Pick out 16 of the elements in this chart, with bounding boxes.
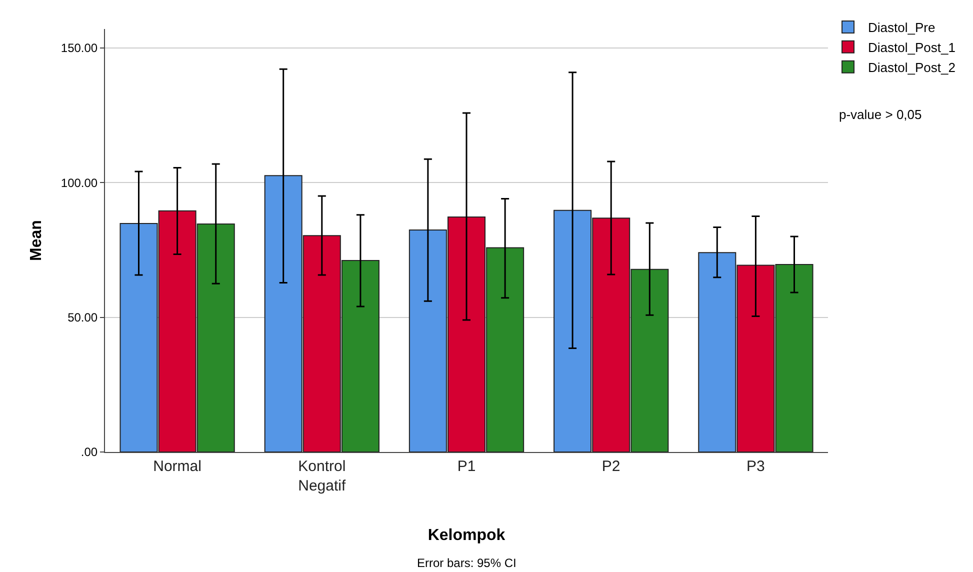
x-tick-label: P1 (457, 458, 476, 475)
y-tick-label: 100.00 (60, 176, 98, 190)
y-axis-title: Mean (28, 220, 45, 261)
y-tick-label: .00 (80, 445, 98, 460)
x-axis-title: Kelompok (428, 527, 506, 544)
y-tick-label: 50.00 (68, 310, 98, 324)
y-tick-label: 150.00 (60, 41, 98, 56)
x-tick-label: Kontrol Negatif (298, 458, 346, 494)
text: p-value > 0,05 (839, 107, 922, 122)
text: Error bars: 95% CI (417, 556, 516, 570)
legend-label: Diastol_Post_1 (868, 40, 956, 55)
x-tick-label: P2 (602, 458, 620, 475)
legend-label: Diastol_Post_2 (868, 60, 956, 75)
legend-label: Diastol_Pre (868, 20, 936, 36)
x-tick-label: Normal (153, 458, 202, 475)
x-tick-label: P3 (746, 458, 765, 475)
